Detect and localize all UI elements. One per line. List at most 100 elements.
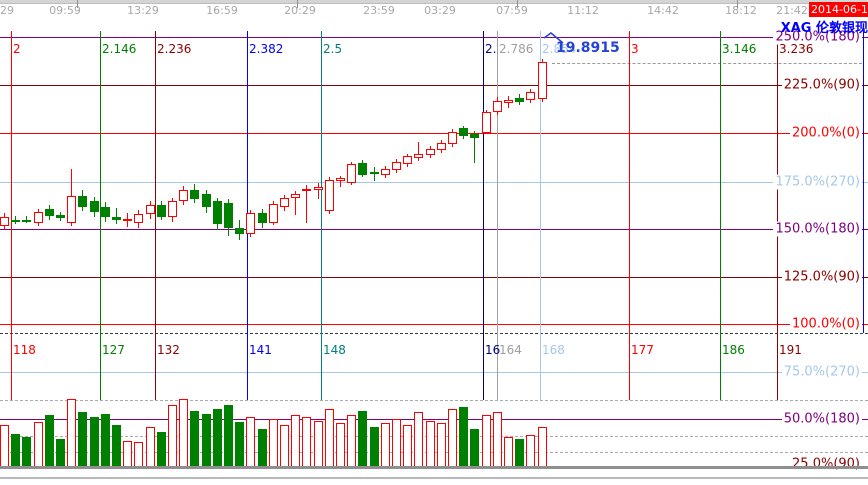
gann-ratio-label: 2.382	[249, 42, 284, 56]
candle-wick	[317, 183, 319, 200]
gann-time-line	[497, 31, 498, 400]
time-tick-label: 09:59	[49, 4, 81, 17]
candle-body	[89, 201, 99, 212]
gann-percent-line	[0, 37, 868, 38]
price-axis-label: 100.0%(0)	[790, 316, 862, 332]
candle-body	[448, 131, 457, 145]
gann-count-label: 127	[102, 343, 125, 357]
candle-body	[414, 153, 424, 159]
time-tick-label: 14:42	[647, 4, 679, 17]
date-badge: 2014-06-18	[809, 2, 868, 17]
candle-body	[168, 201, 177, 217]
gann-ratio-label: 2.5	[323, 42, 343, 56]
price-axis-label: 200.0%(0)	[790, 125, 862, 141]
candle-body	[515, 98, 525, 102]
gann-ratio-label: 2.146	[102, 42, 137, 56]
gann-count-label: 164	[499, 343, 522, 357]
gann-count-label: 16	[485, 343, 501, 357]
candle-body	[425, 148, 435, 155]
candle-body	[246, 212, 256, 234]
gann-time-line	[321, 31, 322, 400]
candle-body	[179, 189, 189, 202]
gann-percent-line	[0, 324, 868, 325]
gann-percent-line	[0, 419, 868, 420]
candle-wick	[116, 208, 117, 225]
chart-right-edge-line	[863, 31, 864, 333]
gann-time-line	[11, 31, 12, 400]
candle-body	[33, 211, 43, 224]
bottom-divider	[0, 477, 868, 479]
price-axis-label: 225.0%(90)	[781, 77, 862, 93]
time-tick-label: 18:12	[725, 4, 757, 17]
session-divider-tick	[517, 0, 518, 8]
symbol-label: XAG 伦敦银现	[780, 21, 868, 36]
candle-body	[313, 187, 323, 190]
gann-time-line	[629, 31, 630, 400]
price-axis-label: 250.0%(180)	[773, 29, 862, 45]
gann-count-label: 168	[542, 343, 565, 357]
volume-baseline	[0, 466, 868, 469]
candle-body	[190, 189, 200, 200]
gann-count-label: 141	[249, 343, 272, 357]
candle-body	[212, 201, 222, 225]
time-tick-label: 03:29	[424, 4, 456, 17]
gann-count-label: 132	[157, 343, 180, 357]
candle-wick	[306, 185, 308, 224]
time-tick-label: 21:42	[776, 4, 808, 17]
candle-body	[526, 92, 536, 101]
gann-percent-line	[0, 277, 868, 278]
gann-count-label: 186	[722, 343, 745, 357]
candle-body	[492, 101, 502, 113]
time-tick-label: 07:59	[496, 4, 528, 17]
candle-body	[392, 162, 401, 170]
candle-wick	[418, 142, 420, 162]
candle-body	[22, 219, 32, 222]
gann-count-label: 148	[323, 343, 346, 357]
candle-body	[504, 100, 513, 103]
candle-body	[44, 208, 54, 216]
price-axis-label: 125.0%(90)	[781, 269, 862, 285]
candle-body	[291, 193, 301, 198]
candle-body	[235, 228, 245, 234]
gann-ratio-label: 2.	[485, 42, 497, 56]
candle-body	[100, 207, 110, 217]
candle-body	[112, 216, 121, 221]
time-tick-label: 13:29	[127, 4, 159, 17]
candle-body	[470, 134, 480, 139]
candle-body	[56, 214, 65, 218]
gann-time-line	[483, 31, 484, 400]
candle-body	[369, 171, 379, 174]
price-axis-label: 175.0%(270)	[773, 174, 862, 190]
gann-ratio-label: 3.146	[722, 42, 757, 56]
time-tick-label: 16:59	[206, 4, 238, 17]
gann-ratio-label: 2.786	[499, 42, 534, 56]
time-tick-label: 29	[0, 4, 14, 17]
candle-body	[324, 180, 334, 211]
candle-body	[481, 112, 491, 133]
price-axis-label: 150.0%(180)	[773, 221, 862, 237]
time-tick-label: 20:29	[284, 4, 316, 17]
candle-body	[145, 205, 155, 214]
candle-body	[380, 168, 390, 175]
candle-body	[537, 61, 547, 100]
candle-body	[11, 219, 21, 222]
session-divider-tick	[77, 0, 78, 8]
gann-count-label: 118	[13, 343, 36, 357]
gann-count-label: 177	[631, 343, 654, 357]
candle-body	[257, 212, 267, 224]
last-price-marker: 19.8915	[556, 40, 620, 56]
candle-body	[156, 205, 166, 217]
candle-body	[67, 195, 77, 224]
gann-count-label: 191	[779, 343, 802, 357]
gann-ratio-label: 3	[631, 42, 639, 56]
price-axis-label: 50.0%(180)	[781, 411, 862, 427]
gann-ratio-label: 2	[13, 42, 21, 56]
top-border-strip	[0, 0, 868, 4]
candle-body	[123, 218, 133, 221]
candle-wick	[373, 166, 375, 182]
candle-body	[336, 178, 345, 182]
gann-percent-line	[0, 229, 868, 230]
gann-ratio-label: 3.236	[779, 42, 814, 56]
dashed-reference-line	[0, 333, 868, 334]
